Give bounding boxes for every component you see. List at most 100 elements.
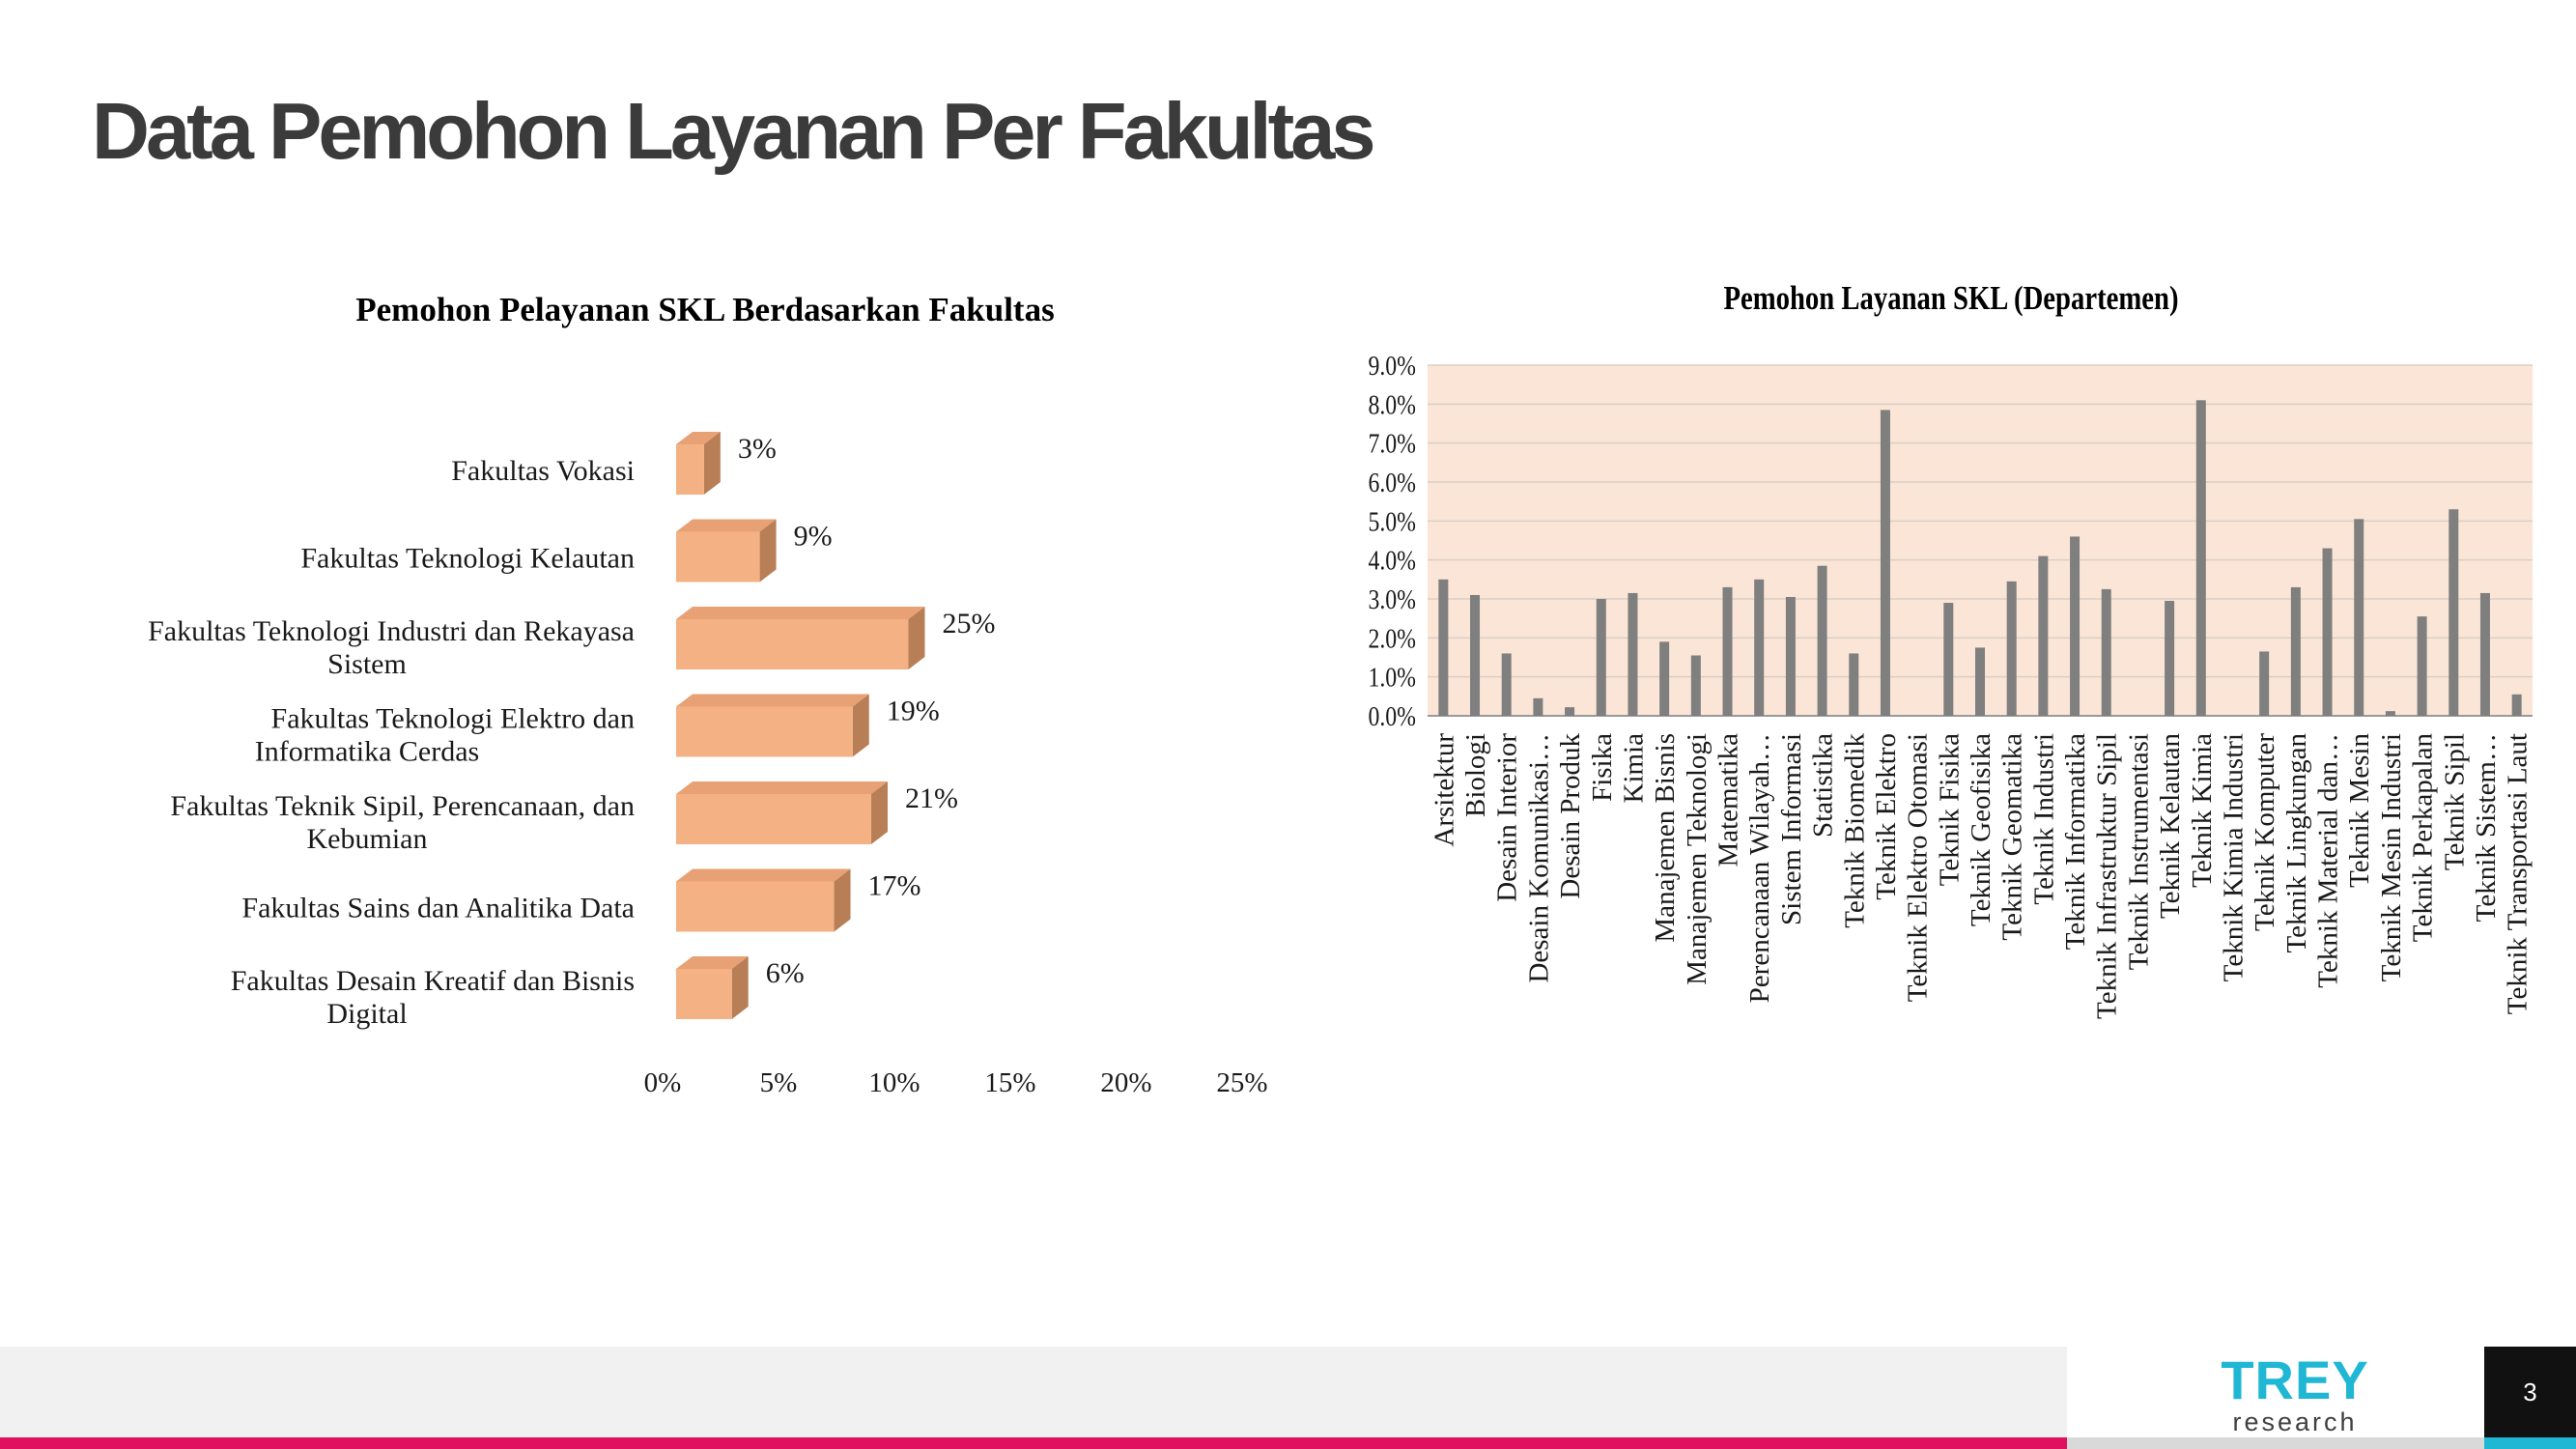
- chart2-category-label: Matematika: [1713, 733, 1744, 867]
- bar-side-face: [852, 694, 869, 757]
- chart1-data-label: 6%: [766, 957, 805, 989]
- chart2-category-label: Teknik Mesin: [2344, 733, 2375, 888]
- logo-wordmark-bottom: research: [2232, 1407, 2358, 1436]
- chart2-bar: [1438, 579, 1449, 716]
- chart1-category-label-line2: Informatika Cerdas: [255, 736, 479, 768]
- chart1-category-label: Fakultas Teknologi Industri dan Rekayasa: [148, 615, 635, 647]
- chart1-category-label-line2: Digital: [326, 998, 407, 1030]
- slide-title: Data Pemohon Layanan Per Fakultas: [92, 86, 1376, 176]
- bar-top-face: [676, 694, 869, 707]
- bar-front-face: [676, 531, 760, 582]
- chart2-bar: [1470, 594, 1481, 716]
- chart1-x-tick: 5%: [760, 1067, 798, 1098]
- chart1-bar: [676, 694, 869, 757]
- chart2-bar: [2038, 555, 2049, 716]
- chart2-category-label: Teknik Sipil: [2439, 733, 2470, 870]
- chart2-category-label: Teknik Infrastruktur Sipil: [2092, 733, 2123, 1019]
- department-bar-chart: Pemohon Layanan SKL (Departemen) 0.0% 1.0…: [1368, 278, 2534, 1019]
- chart2-category-label: Teknik Lingkungan: [2281, 733, 2312, 953]
- chart1-bars: [676, 432, 925, 1019]
- chart2-bar: [1596, 599, 1606, 716]
- chart2-category-label: Teknik Biomedik: [1839, 733, 1870, 928]
- chart1-bar: [676, 607, 925, 669]
- chart1-category-labels: Fakultas Vokasi Fakultas Teknologi Kelaut…: [148, 455, 635, 1030]
- chart2-category-label: Sistem Informasi: [1776, 733, 1807, 925]
- chart1-category-label: Fakultas Teknologi Elektro dan: [271, 703, 635, 735]
- chart1-data-label: 17%: [868, 870, 921, 902]
- chart1-data-label: 3%: [738, 433, 777, 465]
- chart2-category-label: Teknik Transportasi Laut: [2503, 733, 2534, 1014]
- bar-side-face: [703, 432, 721, 495]
- footer-band: [0, 1347, 2067, 1437]
- chart1-data-label: 9%: [794, 521, 833, 553]
- chart2-category-label: Teknik Elektro Otomasi: [1903, 733, 1934, 1002]
- chart2-category-label: Teknik Instrumentasi: [2123, 733, 2154, 970]
- chart2-bar: [2070, 536, 2081, 716]
- chart1-bar: [676, 956, 749, 1019]
- chart1-data-label: 25%: [943, 608, 996, 639]
- chart2-bar: [1785, 596, 1796, 716]
- chart1-category-label: Fakultas Sains dan Analitika Data: [241, 893, 635, 924]
- chart1-category-label: Fakultas Desain Kreatif dan Bisnis: [231, 965, 635, 997]
- chart2-title: Pemohon Layanan SKL (Departemen): [1723, 278, 2178, 316]
- chart1-category-label: Fakultas Teknologi Kelautan: [300, 543, 635, 575]
- chart1-bar: [676, 781, 889, 844]
- chart2-category-label: Desain Interior: [1492, 733, 1523, 902]
- chart2-bar: [2385, 711, 2395, 716]
- chart2-category-label: Desain Komunikasi…: [1523, 733, 1554, 983]
- chart2-category-label: Teknik Informatika: [2060, 733, 2091, 950]
- chart2-bar: [1817, 565, 1827, 716]
- chart1-title: Pemohon Pelayanan SKL Berdasarkan Fakult…: [355, 291, 1054, 328]
- bar-front-face: [676, 881, 835, 932]
- bar-side-face: [871, 781, 889, 844]
- chart2-category-label: Statistika: [1808, 733, 1839, 838]
- bar-side-face: [759, 519, 777, 582]
- chart2-bar: [2449, 509, 2459, 716]
- trey-research-logo: TREY research: [2218, 1352, 2372, 1436]
- chart2-y-tick: 1.0%: [1368, 663, 1416, 693]
- chart2-category-label: Teknik Sistem…: [2471, 733, 2502, 922]
- chart2-y-tick: 0.0%: [1368, 701, 1416, 731]
- chart2-bar: [1533, 697, 1543, 716]
- chart2-y-tick: 9.0%: [1368, 351, 1416, 381]
- chart2-category-label: Teknik Kelautan: [2155, 733, 2186, 920]
- chart2-category-label: Teknik Mesin Industri: [2376, 733, 2407, 981]
- chart2-y-tick: 6.0%: [1368, 468, 1416, 497]
- chart2-y-tick: 7.0%: [1368, 429, 1416, 459]
- chart2-bar: [1943, 603, 1954, 716]
- chart2-bar: [1849, 653, 1859, 716]
- chart1-data-label: 19%: [887, 696, 940, 727]
- chart2-bar: [2322, 548, 2333, 716]
- chart2-bar: [2165, 601, 2175, 716]
- chart2-category-label: Desain Produk: [1555, 733, 1586, 899]
- chart1-x-tick: 25%: [1216, 1067, 1267, 1098]
- chart2-category-label: Arsitektur: [1429, 733, 1459, 847]
- chart1-x-tick: 15%: [984, 1067, 1035, 1098]
- chart2-bars: [1438, 400, 2522, 716]
- chart2-category-label: Teknik Elektro: [1871, 733, 1902, 900]
- bar-top-face: [676, 607, 925, 619]
- chart2-category-label: Teknik Material dan…: [2313, 733, 2344, 988]
- chart2-category-label: Teknik Perkapalan: [2408, 733, 2439, 943]
- chart1-x-tick: 0%: [644, 1067, 682, 1098]
- chart2-bar: [2101, 588, 2111, 716]
- bar-front-face: [676, 619, 909, 669]
- bar-side-face: [908, 607, 925, 669]
- chart1-data-labels: 3% 9% 25% 19% 21% 17% 6%: [738, 433, 996, 989]
- bar-side-face: [731, 956, 749, 1019]
- chart1-x-tick-labels: 0% 5% 10% 15% 20% 25%: [644, 1067, 1268, 1098]
- chart2-bar: [2290, 586, 2301, 716]
- chart2-category-label: Teknik Kimia: [2187, 733, 2218, 888]
- chart1-category-label-line2: Kebumian: [307, 823, 428, 855]
- bar-top-face: [676, 956, 749, 969]
- chart2-category-label: Teknik Industri: [2028, 733, 2059, 905]
- page-number-box: 3: [2484, 1347, 2576, 1437]
- bar-front-face: [676, 706, 853, 757]
- chart2-y-tick: 2.0%: [1368, 624, 1416, 654]
- chart2-bar: [1690, 655, 1701, 716]
- chart2-category-label: Fisika: [1587, 733, 1618, 802]
- bar-side-face: [834, 868, 851, 932]
- bar-top-face: [676, 432, 721, 444]
- chart1-bar: [676, 432, 721, 495]
- chart1-bar: [676, 868, 851, 932]
